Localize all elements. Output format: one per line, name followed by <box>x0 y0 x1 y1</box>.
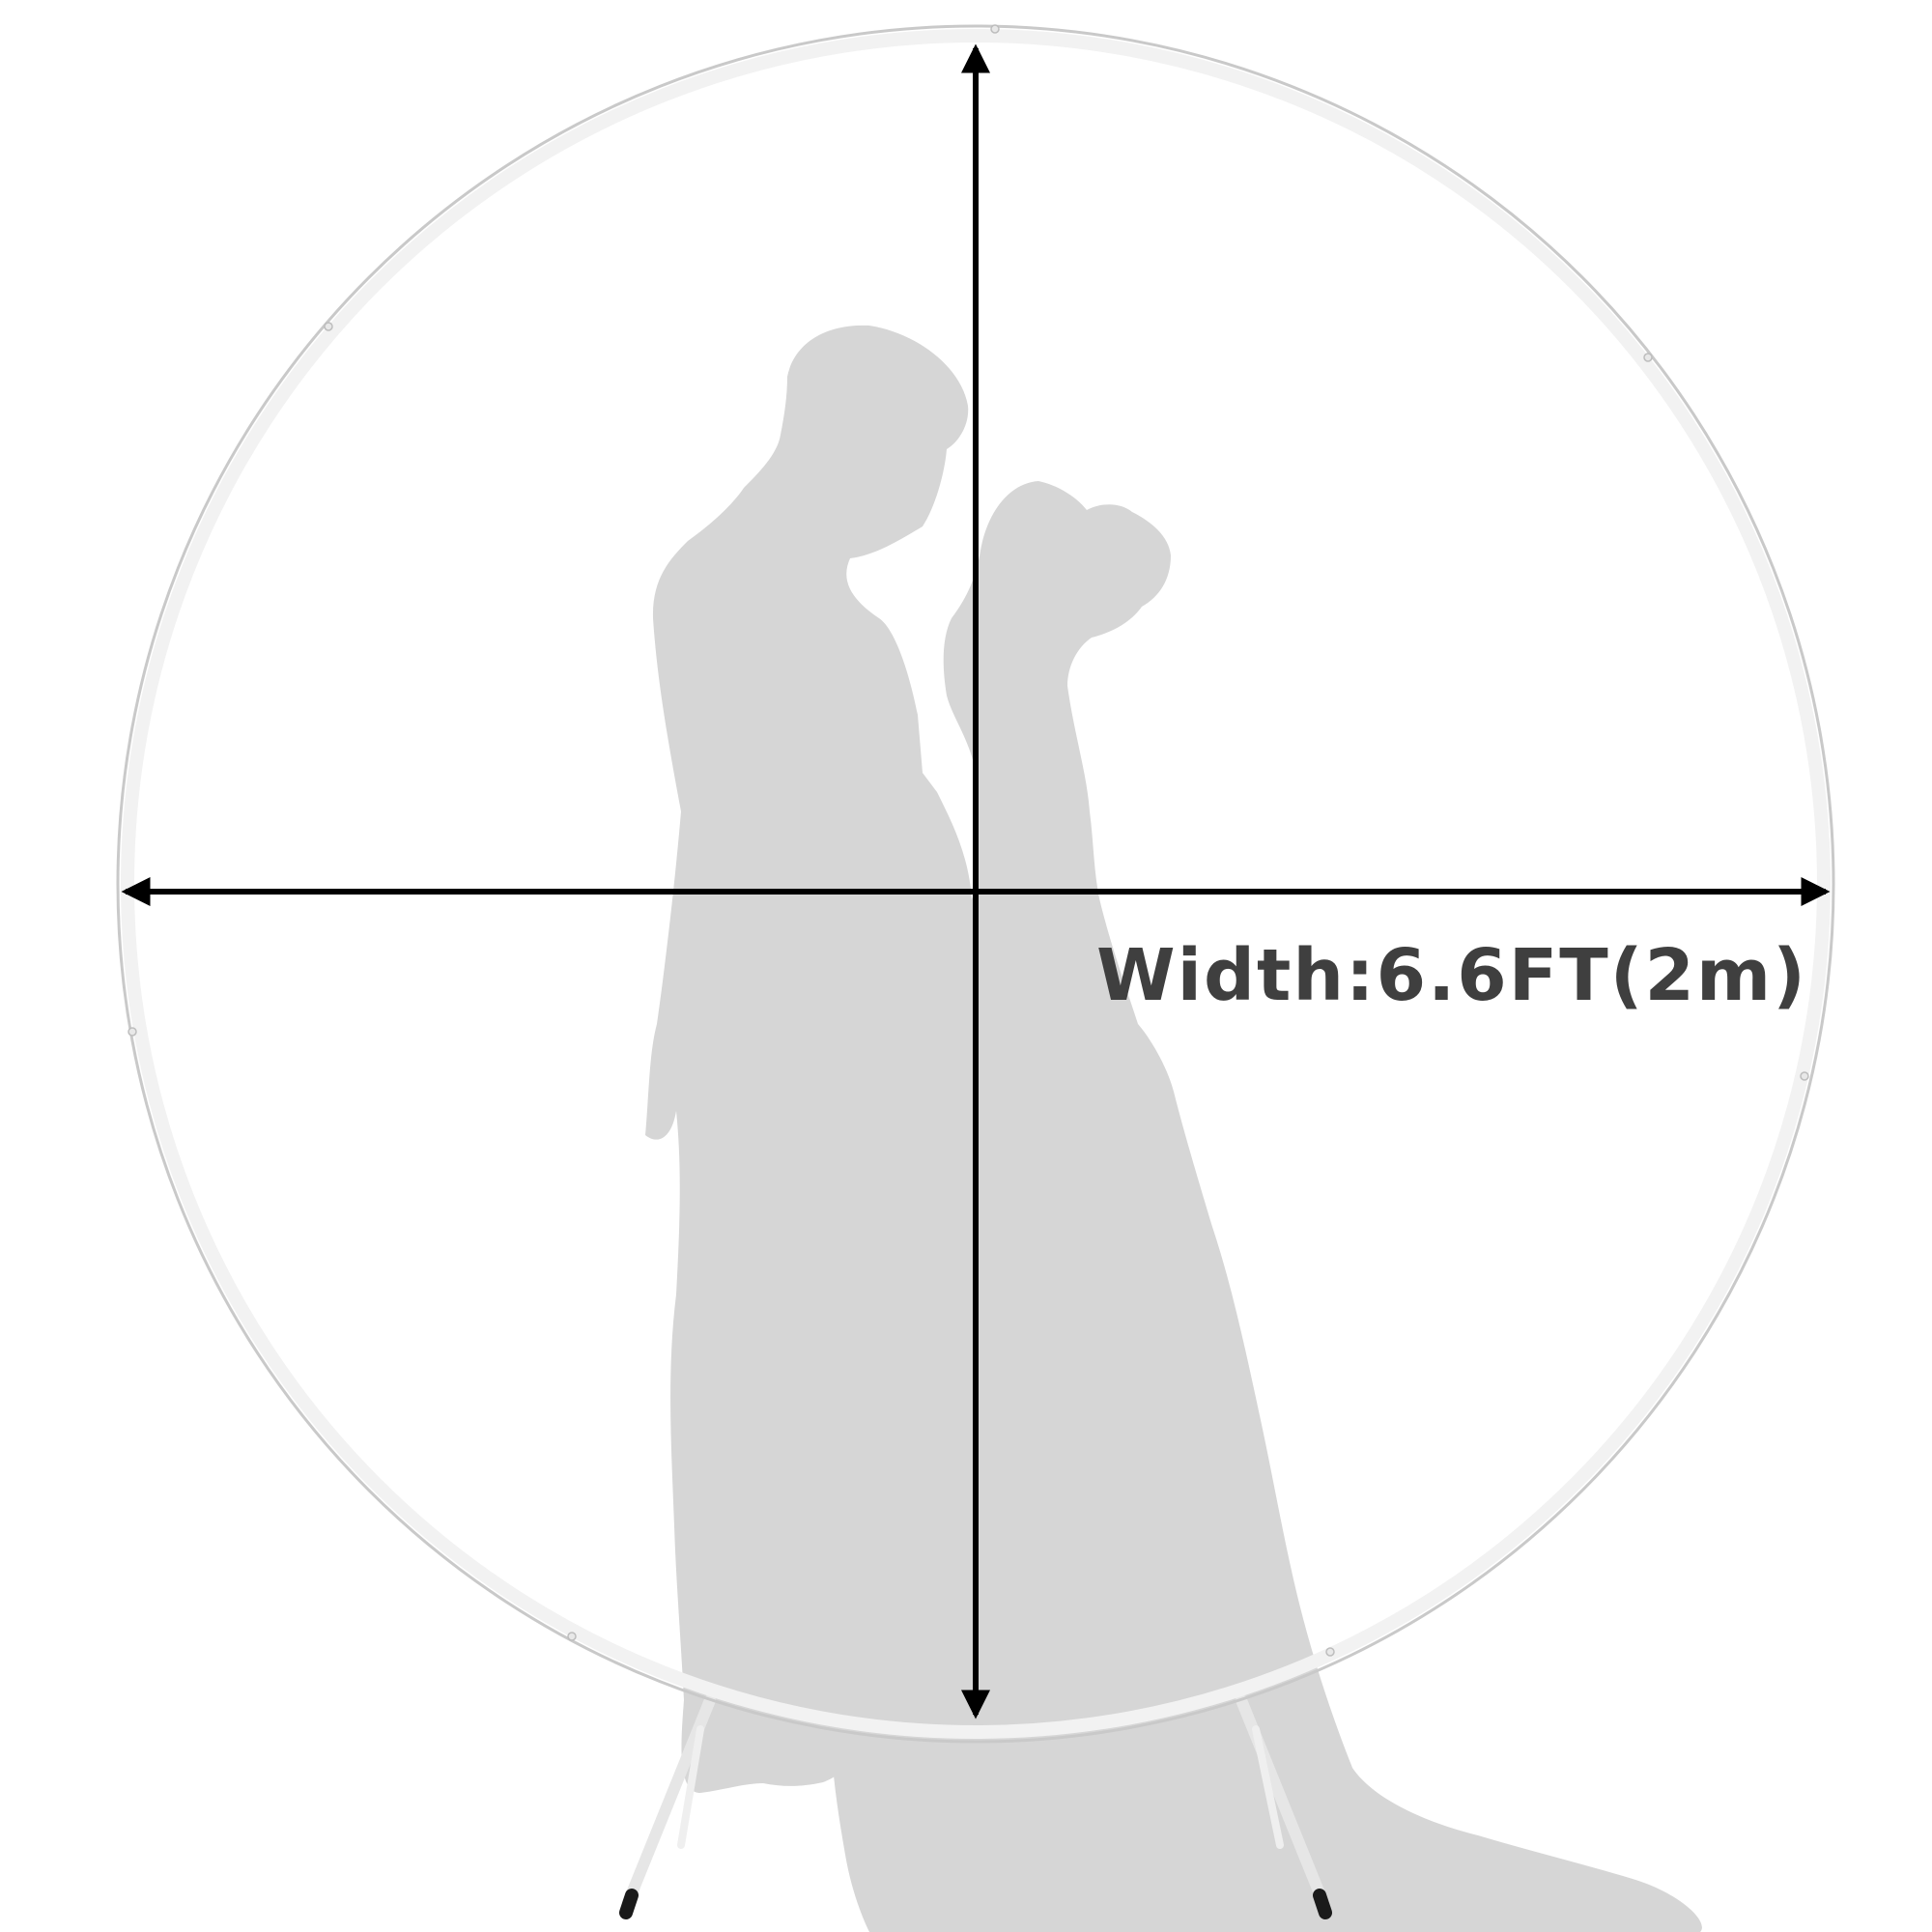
arch-joint <box>1325 1647 1335 1657</box>
arch-ring-shadow <box>116 24 1835 1744</box>
right-stand-leg-inner <box>1252 1725 1284 1849</box>
arch-joint <box>1800 1071 1809 1081</box>
dimension-arrows <box>121 43 1831 1719</box>
arch-joint <box>1643 353 1653 362</box>
left-stand-foot-cap <box>619 1889 639 1919</box>
couple-silhouette-icon <box>645 325 1702 1932</box>
right-stand-foot-cap <box>1313 1889 1332 1919</box>
arch-joint <box>567 1632 577 1641</box>
width-dimension-label: Width:6.6FT(2m) <box>1096 934 1807 1017</box>
arch-joint <box>324 322 333 331</box>
arch-joint <box>128 1027 137 1037</box>
left-stand-leg-inner <box>677 1725 704 1849</box>
bride-silhouette <box>823 481 1702 1932</box>
arch-stands <box>619 1694 1332 1919</box>
arch-joint <box>990 24 1000 34</box>
